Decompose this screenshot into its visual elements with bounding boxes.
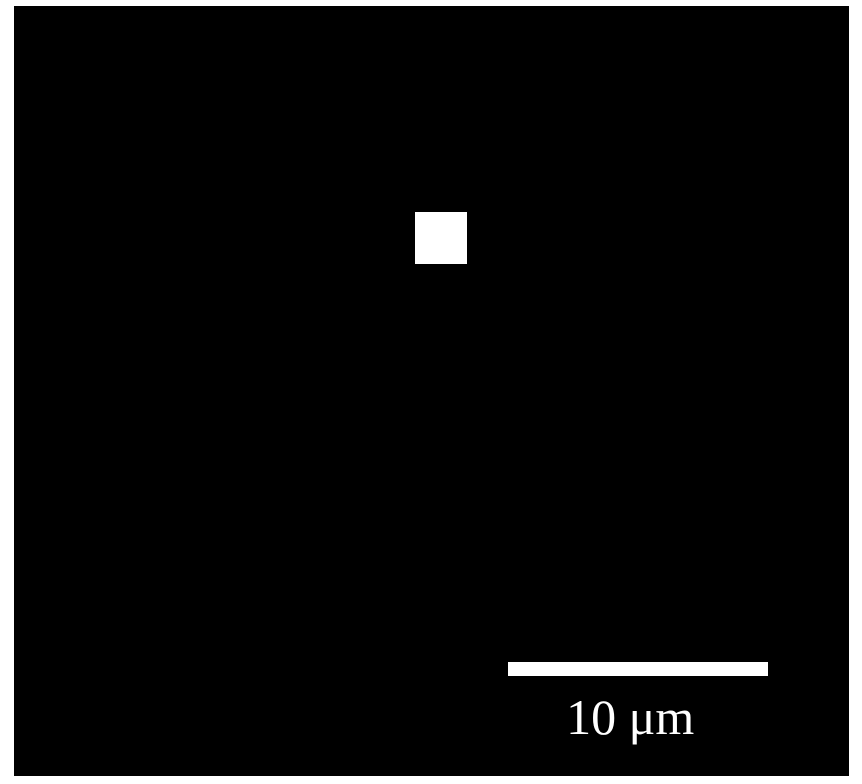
particle-blob [415, 212, 467, 264]
scale-bar-label: 10 μm [566, 688, 694, 746]
microscopy-figure: 10 μm [14, 6, 849, 776]
figure-background: 10 μm [15, 7, 848, 775]
scale-bar [508, 662, 768, 676]
